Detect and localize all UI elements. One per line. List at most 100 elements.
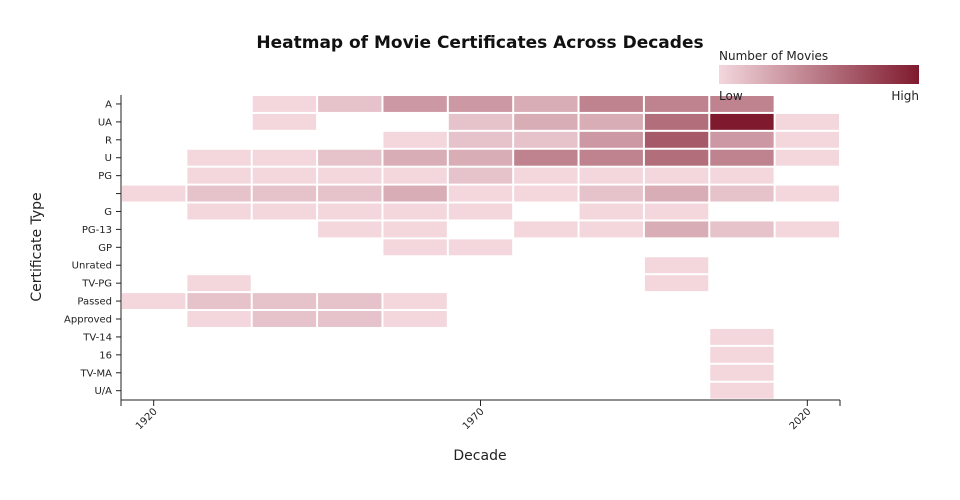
heatmap-cell[interactable]: [252, 113, 317, 130]
heatmap-cell[interactable]: [710, 382, 774, 399]
x-axis: 1920 1970 2020: [120, 399, 841, 432]
colorbar-low-label: Low: [719, 89, 743, 103]
heatmap-cell[interactable]: [187, 185, 251, 202]
heatmap-cell[interactable]: [579, 167, 643, 184]
chart-title: Heatmap of Movie Certificates Across Dec…: [256, 33, 703, 53]
heatmap-cell[interactable]: [710, 346, 774, 363]
heatmap-cell[interactable]: [644, 203, 709, 220]
heatmap-cell[interactable]: [710, 328, 774, 345]
heatmap-cell[interactable]: [122, 293, 186, 310]
heatmap-cell[interactable]: [710, 96, 774, 112]
heatmap-cell[interactable]: [252, 167, 317, 184]
heatmap-cell[interactable]: [383, 96, 447, 112]
heatmap-cell[interactable]: [448, 203, 513, 220]
heatmap-cell[interactable]: [252, 311, 317, 327]
heatmap-cell[interactable]: [644, 96, 709, 112]
heatmap-cell[interactable]: [514, 221, 578, 238]
heatmap-cell[interactable]: [579, 149, 643, 166]
heatmap-cells: [122, 96, 839, 399]
heatmap-cell[interactable]: [252, 293, 317, 310]
heatmap-cell[interactable]: [644, 185, 709, 202]
heatmap-cell[interactable]: [448, 131, 513, 148]
heatmap-cell[interactable]: [710, 113, 774, 130]
heatmap-cell[interactable]: [383, 185, 447, 202]
heatmap-cell[interactable]: [383, 221, 447, 238]
heatmap-cell[interactable]: [252, 149, 317, 166]
heatmap-cell[interactable]: [383, 167, 447, 184]
heatmap-cell[interactable]: [448, 239, 513, 256]
heatmap-cell[interactable]: [252, 203, 317, 220]
heatmap-cell[interactable]: [383, 293, 447, 310]
heatmap-cell[interactable]: [644, 149, 709, 166]
heatmap-cell[interactable]: [644, 275, 709, 292]
heatmap-cell[interactable]: [187, 203, 251, 220]
heatmap-cell[interactable]: [318, 221, 382, 238]
heatmap-cell[interactable]: [644, 113, 709, 130]
heatmap-cell[interactable]: [318, 149, 382, 166]
heatmap-cell[interactable]: [710, 185, 774, 202]
heatmap-cell[interactable]: [318, 311, 382, 327]
heatmap-cell[interactable]: [579, 203, 643, 220]
heatmap-cell[interactable]: [644, 131, 709, 148]
heatmap-cell[interactable]: [318, 293, 382, 310]
heatmap-cell[interactable]: [644, 221, 709, 238]
heatmap-cell[interactable]: [514, 167, 578, 184]
heatmap-cell[interactable]: [710, 167, 774, 184]
y-tick-label: Approved: [64, 315, 112, 326]
heatmap-cell[interactable]: [187, 311, 251, 327]
heatmap-cell[interactable]: [579, 185, 643, 202]
heatmap-cell[interactable]: [514, 131, 578, 148]
heatmap-cell[interactable]: [383, 311, 447, 327]
y-tick-label: U: [105, 153, 112, 164]
heatmap-cell[interactable]: [775, 149, 839, 166]
heatmap-cell[interactable]: [775, 113, 839, 130]
heatmap-cell[interactable]: [579, 96, 643, 112]
heatmap-cell[interactable]: [187, 149, 251, 166]
heatmap-cell[interactable]: [710, 221, 774, 238]
heatmap-cell[interactable]: [448, 113, 513, 130]
x-tick-label: 1970: [461, 406, 487, 432]
x-axis-title: Decade: [453, 448, 506, 464]
y-tick-label: PG-13: [82, 225, 112, 236]
colorbar: Number of Movies Low High: [719, 49, 919, 103]
heatmap-cell[interactable]: [383, 149, 447, 166]
heatmap-cell[interactable]: [383, 131, 447, 148]
heatmap-cell[interactable]: [383, 203, 447, 220]
heatmap-cell[interactable]: [579, 221, 643, 238]
heatmap-cell[interactable]: [644, 257, 709, 274]
y-tick-label: UA: [98, 117, 112, 128]
heatmap-cell[interactable]: [318, 96, 382, 112]
heatmap-cell[interactable]: [514, 149, 578, 166]
heatmap-cell[interactable]: [448, 185, 513, 202]
heatmap-cell[interactable]: [775, 131, 839, 148]
heatmap-cell[interactable]: [710, 149, 774, 166]
y-tick-label: PG: [98, 171, 112, 182]
heatmap-cell[interactable]: [383, 239, 447, 256]
heatmap-cell[interactable]: [448, 167, 513, 184]
heatmap-cell[interactable]: [318, 167, 382, 184]
heatmap-cell[interactable]: [644, 167, 709, 184]
heatmap-cell[interactable]: [775, 221, 839, 238]
heatmap-cell[interactable]: [318, 185, 382, 202]
heatmap-cell[interactable]: [579, 113, 643, 130]
heatmap-cell[interactable]: [775, 185, 839, 202]
heatmap-cell[interactable]: [318, 203, 382, 220]
heatmap-cell[interactable]: [448, 149, 513, 166]
heatmap-cell[interactable]: [252, 185, 317, 202]
heatmap-cell[interactable]: [122, 185, 186, 202]
heatmap-cell[interactable]: [187, 167, 251, 184]
heatmap-cell[interactable]: [710, 364, 774, 381]
heatmap-cell[interactable]: [514, 96, 578, 112]
heatmap-cell[interactable]: [187, 275, 251, 292]
heatmap-cell[interactable]: [252, 96, 317, 112]
y-tick-label: 16: [99, 350, 112, 361]
heatmap-cell[interactable]: [514, 185, 578, 202]
heatmap-cell[interactable]: [514, 113, 578, 130]
heatmap-cell[interactable]: [710, 131, 774, 148]
y-tick-label: G: [104, 207, 112, 218]
heatmap-cell[interactable]: [187, 293, 251, 310]
y-tick-label: Unrated: [72, 261, 112, 272]
heatmap-cell[interactable]: [579, 131, 643, 148]
heatmap-cell[interactable]: [448, 96, 513, 112]
